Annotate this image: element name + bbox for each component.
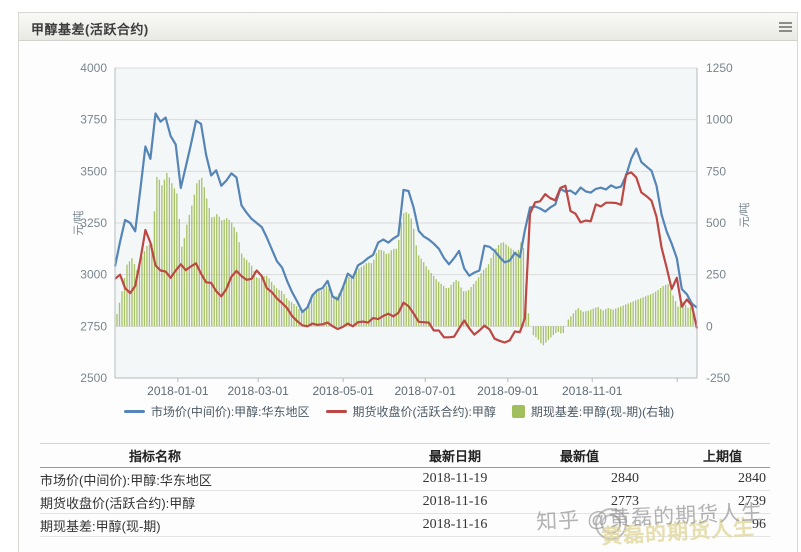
header-latest-date: 最新日期 — [390, 443, 520, 468]
futures-line-swatch — [325, 409, 347, 413]
cell-date: 2018-11-16 — [390, 490, 520, 514]
header-latest-value: 最新值 — [520, 443, 645, 468]
basis-bar-swatch — [511, 404, 525, 418]
svg-text:2018-01-01: 2018-01-01 — [147, 384, 209, 398]
indicator-table: 指标名称 最新日期 最新值 上期值 市场价(中间价):甲醇:华东地区 2018-… — [40, 443, 770, 537]
cell-latest — [520, 513, 645, 537]
cell-name: 期现基差:甲醇(现-期) — [40, 513, 390, 537]
svg-text:1250: 1250 — [706, 61, 733, 75]
legend-item-futures[interactable]: 期货收盘价(活跃合约):甲醇 — [325, 403, 496, 420]
cell-prev: 2840 — [645, 467, 770, 491]
cell-date: 2018-11-16 — [390, 513, 520, 537]
menu-icon[interactable] — [779, 20, 794, 34]
svg-text:2018-05-01: 2018-05-01 — [312, 384, 374, 398]
table-row: 市场价(中间价):甲醇:华东地区 2018-11-19 2840 2840 — [40, 467, 770, 491]
svg-text:2750: 2750 — [80, 319, 107, 333]
svg-text:1000: 1000 — [706, 113, 733, 127]
cell-name: 市场价(中间价):甲醇:华东地区 — [40, 467, 390, 491]
cell-prev: 2739 — [645, 490, 770, 514]
svg-text:元/吨: 元/吨 — [72, 210, 85, 235]
svg-text:3500: 3500 — [80, 164, 107, 178]
svg-text:750: 750 — [706, 164, 726, 178]
cell-date: 2018-11-19 — [390, 467, 520, 491]
cell-latest: 2840 — [520, 467, 645, 491]
legend-label-basis: 期现基差:甲醇(现-期)(右轴) — [530, 404, 675, 419]
cell-latest: 2773 — [520, 490, 645, 514]
cell-prev: 96 — [645, 513, 770, 537]
table-row: 期现基差:甲醇(现-期) 2018-11-16 96 — [40, 513, 770, 537]
legend-label-futures: 期货收盘价(活跃合约):甲醇 — [352, 404, 496, 419]
svg-text:4000: 4000 — [80, 61, 107, 75]
svg-text:500: 500 — [706, 216, 726, 230]
panel-header: 甲醇基差(活跃合约) — [19, 13, 797, 41]
svg-text:2500: 2500 — [80, 371, 107, 385]
svg-text:3000: 3000 — [80, 268, 107, 282]
svg-text:2018-07-01: 2018-07-01 — [395, 384, 457, 398]
svg-text:3750: 3750 — [80, 113, 107, 127]
panel-title: 甲醇基差(活跃合约) — [31, 22, 149, 37]
svg-text:2018-03-01: 2018-03-01 — [227, 384, 289, 398]
spot-line-swatch — [123, 409, 145, 413]
header-prev-value: 上期值 — [645, 443, 770, 468]
svg-text:-250: -250 — [706, 371, 730, 385]
legend-item-basis[interactable]: 期现基差:甲醇(现-期)(右轴) — [511, 403, 675, 420]
basis-chart: 4000375035003250300027502500125010007505… — [72, 61, 751, 398]
table-row: 期货收盘价(活跃合约):甲醇 2018-11-16 2773 2739 — [40, 490, 770, 514]
legend-label-spot: 市场价(中间价):甲醇:华东地区 — [150, 404, 310, 419]
watermark-logo-icon — [595, 508, 627, 540]
cell-name: 期货收盘价(活跃合约):甲醇 — [40, 490, 390, 514]
svg-text:0: 0 — [706, 319, 713, 333]
table-header-row: 指标名称 最新日期 最新值 上期值 — [40, 443, 770, 468]
svg-text:元/吨: 元/吨 — [738, 202, 751, 227]
header-indicator-name: 指标名称 — [40, 443, 390, 468]
legend-item-spot[interactable]: 市场价(中间价):甲醇:华东地区 — [123, 403, 310, 420]
svg-text:250: 250 — [706, 268, 726, 282]
svg-text:3250: 3250 — [80, 216, 107, 230]
chart-legend: 市场价(中间价):甲醇:华东地区 期货收盘价(活跃合约):甲醇 期现基差:甲醇(… — [18, 401, 780, 421]
svg-text:2018-11-01: 2018-11-01 — [562, 384, 623, 398]
svg-text:2018-09-01: 2018-09-01 — [477, 384, 539, 398]
